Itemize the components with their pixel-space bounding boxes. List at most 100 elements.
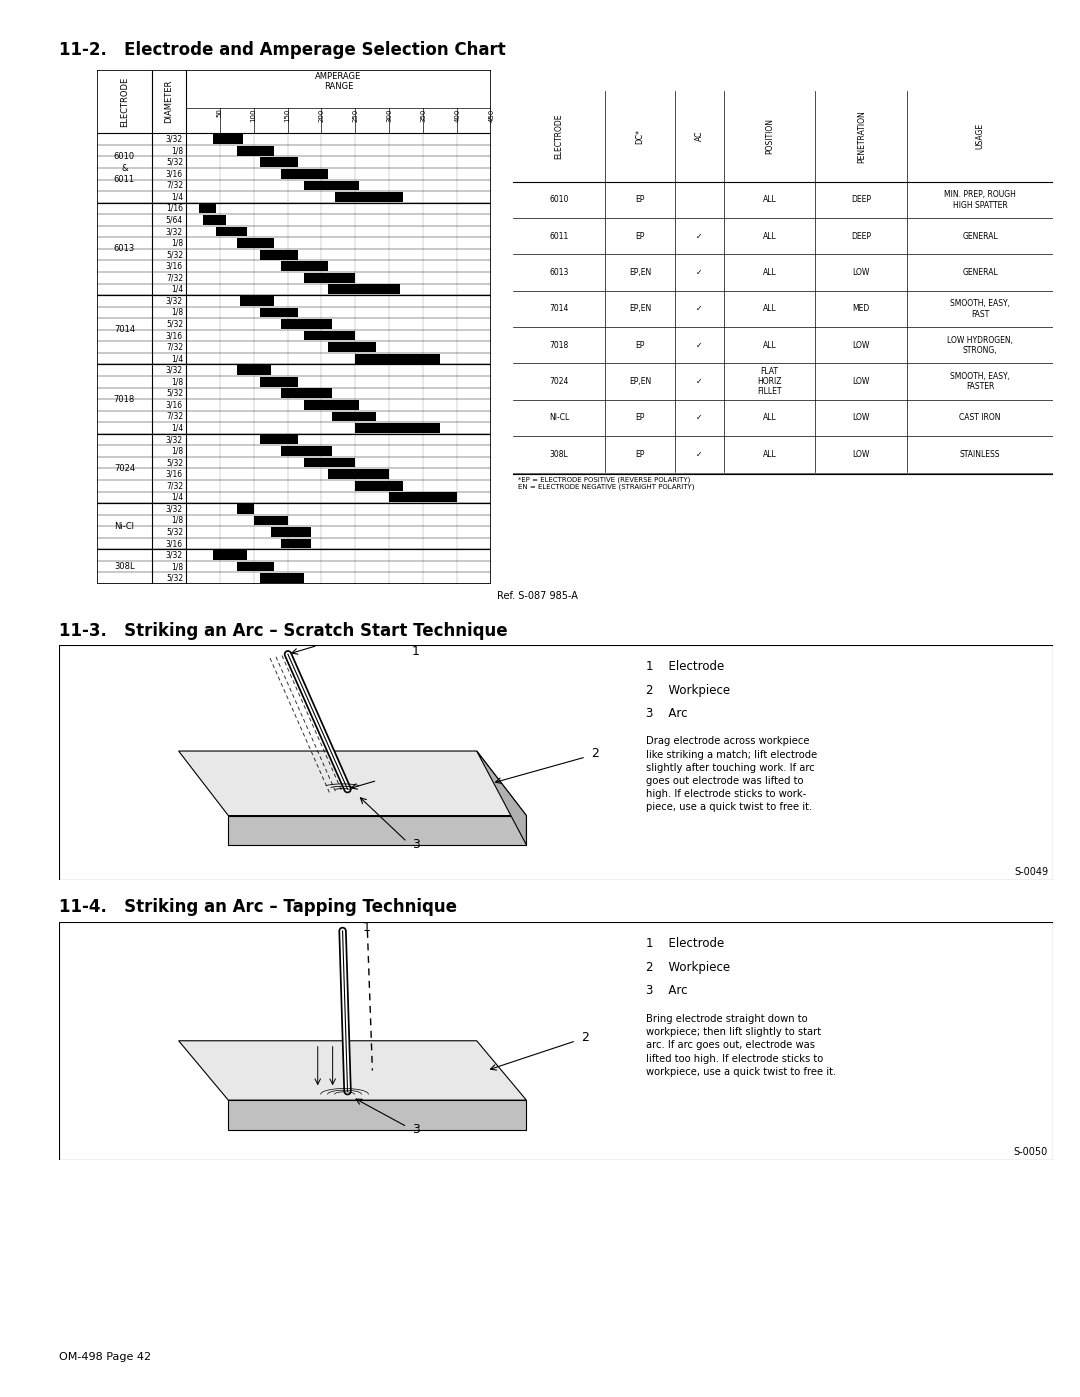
Text: 6011: 6011	[550, 232, 568, 240]
Text: PENETRATION: PENETRATION	[856, 110, 866, 162]
Text: EP,EN: EP,EN	[629, 305, 651, 313]
Bar	[305, 180, 359, 190]
Polygon shape	[228, 1101, 526, 1130]
Text: 5/32: 5/32	[166, 388, 183, 398]
Text: SMOOTH, EASY,
FAST: SMOOTH, EASY, FAST	[950, 299, 1010, 319]
Text: 3/32: 3/32	[166, 228, 183, 236]
Text: 3/32: 3/32	[166, 434, 183, 444]
Bar	[216, 226, 246, 236]
Text: FLAT
HORIZ
FILLET: FLAT HORIZ FILLET	[757, 366, 782, 397]
Text: OM-498 Page 42: OM-498 Page 42	[59, 1352, 151, 1362]
Text: 7/32: 7/32	[166, 180, 183, 190]
Text: Ref. S-087 985-A: Ref. S-087 985-A	[497, 591, 578, 601]
Text: 6010: 6010	[550, 196, 568, 204]
Text: 1/8: 1/8	[171, 239, 183, 247]
Text: 7/32: 7/32	[166, 342, 183, 352]
Text: ALL: ALL	[762, 341, 777, 349]
Bar	[355, 423, 441, 433]
Text: ✓: ✓	[697, 268, 702, 277]
Text: 11-3.   Striking an Arc – Scratch Start Technique: 11-3. Striking an Arc – Scratch Start Te…	[59, 622, 508, 640]
Text: Ni-Cl: Ni-Cl	[114, 521, 134, 531]
Bar	[237, 504, 254, 514]
Text: ALL: ALL	[762, 232, 777, 240]
Text: ✓: ✓	[697, 232, 702, 240]
Bar	[260, 434, 298, 444]
Text: 5/32: 5/32	[166, 528, 183, 536]
Text: 2: 2	[591, 747, 598, 760]
Text: 7014: 7014	[550, 305, 568, 313]
Text: 200: 200	[319, 109, 324, 122]
Text: LOW: LOW	[852, 341, 870, 349]
Bar	[332, 412, 376, 422]
Text: 1    Electrode: 1 Electrode	[646, 661, 724, 673]
Text: 5/32: 5/32	[166, 250, 183, 260]
Bar	[237, 562, 274, 571]
Text: 1/4: 1/4	[171, 493, 183, 502]
Text: ELECTRODE: ELECTRODE	[120, 77, 129, 127]
Text: EP: EP	[635, 450, 645, 458]
Bar	[281, 319, 332, 328]
Bar	[237, 239, 274, 249]
Text: 7018: 7018	[113, 394, 135, 404]
Text: LOW: LOW	[852, 450, 870, 458]
Text: 1/8: 1/8	[171, 562, 183, 571]
Bar	[254, 515, 287, 525]
Text: 3/32: 3/32	[166, 296, 183, 306]
Text: 3/16: 3/16	[166, 539, 183, 548]
Text: GENERAL: GENERAL	[962, 232, 998, 240]
Text: 1/4: 1/4	[171, 423, 183, 433]
Text: EP,EN: EP,EN	[629, 377, 651, 386]
Text: Drag electrode across workpiece
like striking a match; lift electrode
slightly a: Drag electrode across workpiece like str…	[646, 736, 816, 813]
Bar	[281, 446, 332, 455]
Bar	[260, 307, 298, 317]
Text: ALL: ALL	[762, 305, 777, 313]
Text: ALL: ALL	[762, 414, 777, 422]
Bar	[213, 550, 246, 560]
Text: 6013: 6013	[113, 244, 135, 253]
Text: GENERAL: GENERAL	[962, 268, 998, 277]
Text: LOW HYDROGEN,
STRONG,: LOW HYDROGEN, STRONG,	[947, 335, 1013, 355]
Text: 1/8: 1/8	[171, 447, 183, 455]
Bar	[260, 573, 305, 583]
Text: 3/32: 3/32	[166, 366, 183, 374]
Polygon shape	[178, 752, 526, 816]
Bar	[328, 469, 390, 479]
Text: LOW: LOW	[852, 377, 870, 386]
Bar	[213, 134, 243, 144]
Bar	[305, 400, 359, 409]
Text: MED: MED	[853, 305, 869, 313]
Polygon shape	[228, 816, 526, 845]
Bar	[281, 388, 332, 398]
Bar	[260, 158, 298, 168]
Text: 1/8: 1/8	[171, 377, 183, 387]
Bar	[260, 250, 298, 260]
Text: 6013: 6013	[550, 268, 568, 277]
Bar	[281, 539, 311, 549]
Text: DC*: DC*	[635, 129, 645, 144]
Polygon shape	[178, 1041, 526, 1101]
Text: Bring electrode straight down to
workpiece; then lift slightly to start
arc. If : Bring electrode straight down to workpie…	[646, 1014, 836, 1077]
Text: 150: 150	[284, 109, 291, 122]
Text: 1: 1	[363, 922, 370, 935]
Text: 11-4.   Striking an Arc – Tapping Technique: 11-4. Striking an Arc – Tapping Techniqu…	[59, 898, 458, 916]
Text: 6010
&
6011: 6010 & 6011	[113, 152, 135, 183]
Text: USAGE: USAGE	[975, 123, 985, 149]
Bar	[305, 458, 355, 468]
Text: 3    Arc: 3 Arc	[646, 707, 687, 719]
Text: 3/16: 3/16	[166, 469, 183, 479]
Text: 3: 3	[413, 1123, 420, 1136]
Text: 3/16: 3/16	[166, 331, 183, 339]
Text: DIAMETER: DIAMETER	[164, 80, 173, 123]
FancyBboxPatch shape	[508, 89, 1058, 474]
Text: *EP = ELECTRODE POSITIVE (REVERSE POLARITY)
EN = ELECTRODE NEGATIVE (STRAIGHT PO: *EP = ELECTRODE POSITIVE (REVERSE POLARI…	[518, 476, 694, 490]
Text: 5/32: 5/32	[166, 458, 183, 467]
Bar	[260, 377, 298, 387]
Text: 5/64: 5/64	[165, 215, 183, 225]
Text: 3/16: 3/16	[166, 261, 183, 271]
Text: 1/8: 1/8	[171, 515, 183, 525]
Text: 7014: 7014	[113, 326, 135, 334]
Text: EP: EP	[635, 232, 645, 240]
Text: 308L: 308L	[550, 450, 568, 458]
Bar	[355, 353, 441, 363]
Text: AC: AC	[694, 131, 704, 141]
